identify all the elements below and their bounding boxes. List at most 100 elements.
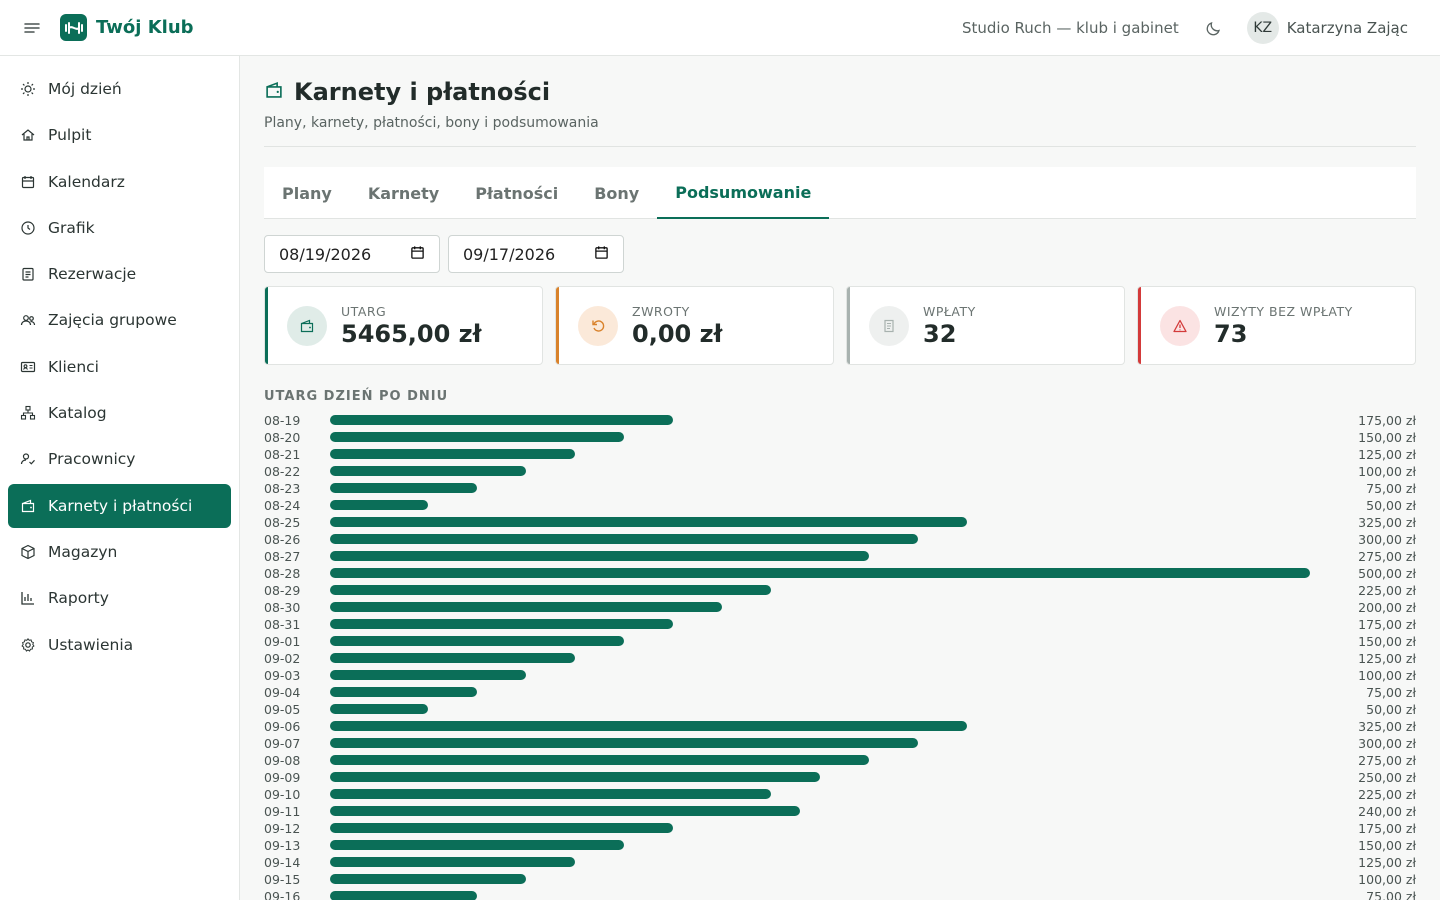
card-value: 32 [923, 319, 957, 348]
daily-bar [330, 415, 673, 425]
daily-row: 08-31 175,00 zł [264, 616, 1416, 633]
sidebar-item-moj-dzien[interactable]: Mój dzień [8, 67, 231, 111]
daily-row-amount: 125,00 zł [1358, 651, 1416, 666]
daily-row-amount: 100,00 zł [1358, 668, 1416, 683]
sidebar-item-kalendarz[interactable]: Kalendarz [8, 160, 231, 204]
daily-row-date: 09-13 [264, 838, 301, 853]
daily-bar-track [330, 687, 1310, 697]
daily-row: 09-06 325,00 zł [264, 718, 1416, 735]
main-content: Karnety i płatności Plany, karnety, płat… [264, 56, 1416, 900]
daily-row-amount: 500,00 zł [1358, 566, 1416, 581]
sidebar-item-karnety-i-platnosci[interactable]: Karnety i płatności [8, 483, 231, 528]
hamburger-icon[interactable] [22, 18, 42, 38]
daily-row-date: 08-31 [264, 617, 301, 632]
moon-icon[interactable] [1205, 19, 1223, 37]
user-check-icon [20, 451, 36, 467]
daily-row-date: 09-10 [264, 787, 301, 802]
date-range: 08/19/2026 09/17/2026 [264, 235, 624, 273]
tab-platnosci[interactable]: Płatności [475, 183, 559, 203]
daily-bar-track [330, 789, 1310, 799]
daily-row-date: 09-05 [264, 702, 301, 717]
calendar-icon[interactable] [410, 245, 425, 264]
daily-bar [330, 466, 526, 476]
daily-row-amount: 300,00 zł [1358, 532, 1416, 547]
daily-row-date: 09-01 [264, 634, 301, 649]
tab-bony[interactable]: Bony [594, 183, 640, 203]
sidebar-item-pulpit[interactable]: Pulpit [8, 113, 231, 157]
card-label: UTARG [341, 303, 387, 319]
daily-row-amount: 125,00 zł [1358, 447, 1416, 462]
tabs: Plany Karnety Płatności Bony Podsumowani… [264, 167, 1416, 219]
card-wizyty-bez-wplaty: WIZYTY BEZ WPŁATY 73 [1137, 286, 1416, 365]
daily-bar [330, 534, 918, 544]
sidebar-item-pracownicy[interactable]: Pracownicy [8, 437, 231, 481]
avatar[interactable]: KZ [1246, 12, 1279, 44]
daily-row: 08-20 150,00 zł [264, 429, 1416, 446]
daily-bar [330, 585, 771, 595]
sidebar-item-zajecia-grupowe[interactable]: Zajęcia grupowe [8, 298, 231, 342]
sidebar-item-klienci[interactable]: Klienci [8, 345, 231, 389]
daily-row-date: 09-16 [264, 889, 301, 900]
daily-row: 09-15 100,00 zł [264, 871, 1416, 888]
daily-row: 09-09 250,00 zł [264, 769, 1416, 786]
daily-bar [330, 568, 1310, 578]
warning-icon [1160, 305, 1200, 346]
undo-icon [578, 305, 618, 346]
daily-bar-track [330, 568, 1310, 578]
sidebar-item-rezerwacje[interactable]: Rezerwacje [8, 252, 231, 296]
daily-bar [330, 653, 575, 663]
sitemap-icon [20, 405, 36, 421]
daily-row-amount: 75,00 zł [1366, 889, 1416, 900]
daily-bar-track [330, 602, 1310, 612]
daily-bar [330, 755, 869, 765]
daily-row: 09-11 240,00 zł [264, 803, 1416, 820]
daily-row-date: 08-30 [264, 600, 301, 615]
calendar-icon[interactable] [594, 245, 609, 264]
user-name[interactable]: Katarzyna Zając [1286, 19, 1408, 37]
daily-bar [330, 721, 967, 731]
sidebar-item-raporty[interactable]: Raporty [8, 576, 231, 620]
tab-podsumowanie[interactable]: Podsumowanie [657, 167, 830, 219]
sidebar-item-label: Pulpit [48, 126, 92, 145]
daily-bar [330, 449, 575, 459]
daily-row-date: 09-14 [264, 855, 301, 870]
daily-row-amount: 125,00 zł [1358, 855, 1416, 870]
page-subtitle: Plany, karnety, płatności, bony i podsum… [264, 115, 599, 131]
daily-row-date: 09-08 [264, 753, 301, 768]
tab-plany[interactable]: Plany [282, 183, 332, 203]
sidebar-item-ustawienia[interactable]: Ustawienia [8, 623, 231, 667]
clipboard-icon [20, 266, 36, 282]
brand[interactable]: Twój Klub [60, 14, 194, 41]
daily-bar [330, 789, 771, 799]
sidebar-item-label: Pracownicy [48, 450, 136, 469]
date-from-input[interactable]: 08/19/2026 [264, 235, 440, 273]
daily-bar-track [330, 449, 1310, 459]
daily-row-amount: 325,00 zł [1358, 719, 1416, 734]
daily-row: 09-10 225,00 zł [264, 786, 1416, 803]
sidebar-item-label: Karnety i płatności [48, 496, 193, 515]
daily-row-amount: 50,00 zł [1366, 702, 1416, 717]
wallet-icon [287, 305, 327, 346]
daily-bar-track [330, 585, 1310, 595]
daily-row: 09-13 150,00 zł [264, 837, 1416, 854]
tab-karnety[interactable]: Karnety [367, 183, 440, 203]
daily-bar-track [330, 415, 1310, 425]
daily-bar-track [330, 619, 1310, 629]
receipt-icon [869, 305, 909, 346]
daily-row: 09-07 300,00 zł [264, 735, 1416, 752]
daily-row-amount: 150,00 zł [1358, 634, 1416, 649]
divider [264, 146, 1416, 147]
daily-row-date: 08-26 [264, 532, 301, 547]
card-accent [1138, 287, 1141, 364]
card-utarg: UTARG 5465,00 zł [264, 286, 543, 365]
daily-row-date: 08-22 [264, 464, 301, 479]
daily-bar-track [330, 500, 1310, 510]
sidebar-item-label: Zajęcia grupowe [48, 311, 177, 330]
sidebar-item-katalog[interactable]: Katalog [8, 391, 231, 435]
sidebar-item-label: Mój dzień [48, 80, 122, 98]
sidebar-item-grafik[interactable]: Grafik [8, 206, 231, 250]
daily-row: 09-04 75,00 zł [264, 684, 1416, 701]
daily-revenue-list: 08-19 175,00 zł 08-20 150,00 zł 08-21 125,00 … [264, 412, 1416, 900]
date-to-input[interactable]: 09/17/2026 [448, 235, 624, 273]
sidebar-item-magazyn[interactable]: Magazyn [8, 530, 231, 574]
